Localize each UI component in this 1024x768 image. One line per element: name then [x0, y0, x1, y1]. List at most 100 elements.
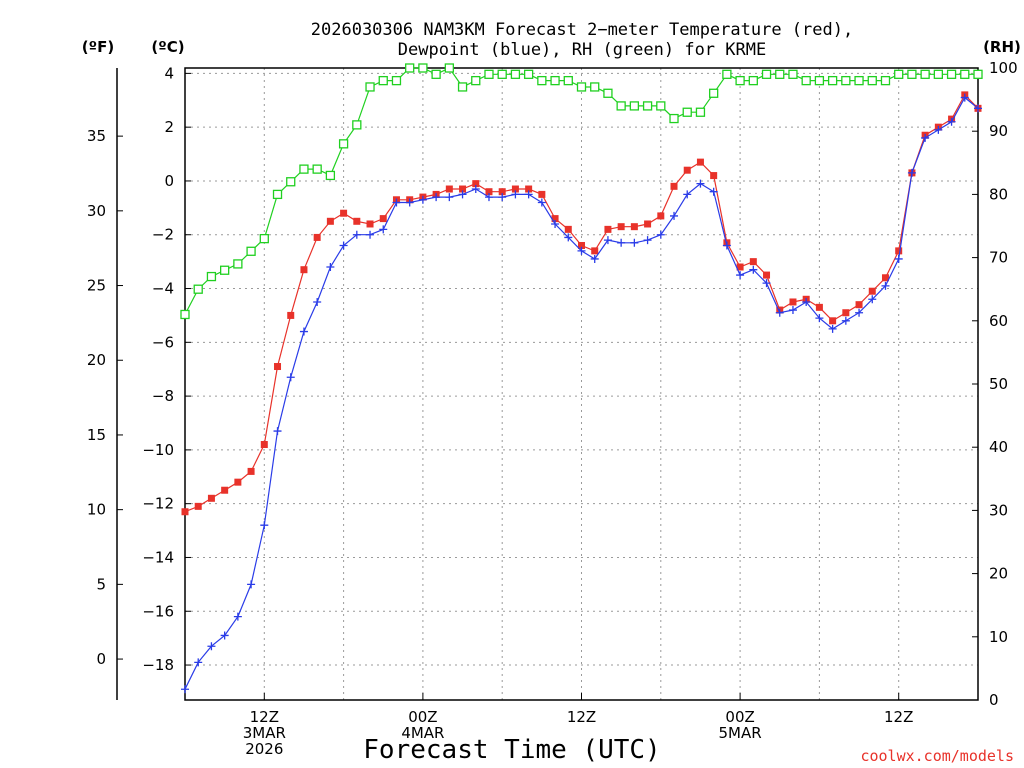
- time-tick-label: 2026: [245, 740, 283, 758]
- celsius-tick-label: −8: [152, 387, 174, 405]
- time-tick-label: 00Z: [408, 708, 437, 726]
- temperature-point: [578, 241, 585, 249]
- dewpoint-point: [194, 658, 203, 667]
- temperature-point: [247, 467, 255, 475]
- relative-humidity-point: [550, 75, 560, 86]
- time-tick-label: 3MAR: [243, 724, 286, 742]
- dewpoint-point: [392, 198, 401, 207]
- celsius-tick-label: −6: [152, 333, 174, 351]
- dewpoint-point: [445, 193, 454, 202]
- rh-tick-label: 30: [989, 501, 1008, 519]
- x-axis-label: Forecast Time (UTC): [363, 735, 660, 765]
- time-tick-label: 00Z: [725, 708, 754, 726]
- temperature-point: [511, 185, 519, 193]
- temperature-point: [564, 225, 572, 233]
- temperature-point: [379, 215, 387, 223]
- relative-humidity-point: [907, 69, 917, 79]
- data-series: [180, 63, 983, 694]
- relative-humidity-point: [960, 69, 970, 79]
- relative-humidity-point: [180, 309, 190, 320]
- dewpoint-point: [630, 238, 639, 247]
- rh-unit-label: (RH): [983, 38, 1021, 56]
- fahrenheit-tick-label: 20: [87, 351, 106, 369]
- dewpoint-point: [379, 225, 388, 234]
- temperature-point: [498, 188, 506, 196]
- dewpoint-point: [775, 308, 784, 317]
- temperature-point: [617, 223, 625, 231]
- relative-humidity-point: [894, 69, 904, 79]
- dewpoint-point: [947, 117, 956, 126]
- relative-humidity-point: [431, 69, 441, 79]
- dewpoint-series: [181, 93, 982, 694]
- dewpoint-point: [974, 104, 982, 113]
- temperature-point: [326, 217, 334, 225]
- relative-humidity-point: [365, 82, 375, 92]
- temperature-point: [591, 247, 599, 255]
- temperature-point: [749, 258, 757, 266]
- relative-humidity-series: [180, 63, 983, 320]
- dewpoint-point: [551, 219, 560, 228]
- time-tick-label: 12Z: [567, 708, 596, 726]
- relative-humidity-point: [880, 75, 891, 86]
- dewpoint-point: [855, 308, 864, 317]
- fahrenheit-tick-label: 5: [96, 575, 106, 593]
- temperature-point: [829, 317, 837, 325]
- relative-humidity-point: [682, 107, 692, 117]
- time-tick-label: 12Z: [884, 708, 913, 726]
- relative-humidity-point: [973, 69, 983, 79]
- relative-humidity-point: [603, 88, 613, 98]
- celsius-tick-label: 2: [164, 118, 174, 136]
- relative-humidity-point: [537, 75, 547, 86]
- dewpoint-point: [273, 427, 282, 436]
- dewpoint-point: [471, 185, 480, 194]
- fahrenheit-tick-label: 10: [87, 501, 106, 519]
- dewpoint-point: [815, 314, 824, 323]
- dewpoint-point: [736, 271, 745, 280]
- temperature-point: [670, 182, 678, 190]
- celsius-tick-label: 4: [164, 64, 174, 82]
- relative-humidity-point: [867, 75, 877, 86]
- dewpoint-point: [960, 93, 969, 102]
- dewpoint-point: [260, 521, 269, 530]
- relative-humidity-point: [457, 82, 468, 92]
- temperature-point: [459, 185, 467, 193]
- relative-humidity-point: [193, 284, 203, 294]
- temperature-point: [300, 266, 308, 274]
- dewpoint-point: [921, 133, 930, 142]
- rh-tick-label: 80: [989, 185, 1008, 203]
- relative-humidity-point: [669, 113, 679, 124]
- celsius-unit-label: (ºC): [151, 38, 184, 56]
- time-tick-label: 5MAR: [719, 724, 762, 742]
- temperature-point: [630, 223, 638, 231]
- relative-humidity-point: [206, 271, 217, 282]
- temperature-point: [855, 301, 863, 309]
- relative-humidity-point: [233, 259, 243, 269]
- relative-humidity-point: [616, 101, 626, 111]
- time-tick-label: 4MAR: [401, 724, 444, 742]
- temperature-point: [538, 190, 546, 198]
- dewpoint-point: [696, 179, 705, 188]
- relative-humidity-point: [471, 75, 481, 86]
- temperature-point: [644, 220, 652, 228]
- dewpoint-point: [286, 373, 295, 382]
- relative-humidity-point: [841, 75, 851, 86]
- relative-humidity-point: [946, 69, 957, 79]
- temperature-point: [234, 478, 242, 486]
- dewpoint-point: [498, 193, 507, 202]
- dewpoint-point: [749, 265, 758, 274]
- fahrenheit-axis: 0 5 10 15 20 25 30 35: [87, 127, 123, 668]
- temperature-point: [763, 271, 771, 279]
- relative-humidity-point: [338, 139, 349, 149]
- temperature-point: [340, 209, 348, 217]
- relative-humidity-point: [312, 164, 322, 174]
- dewpoint-point: [339, 241, 348, 250]
- dewpoint-point: [722, 241, 731, 250]
- rh-tick-label: 70: [989, 249, 1008, 267]
- relative-humidity-point: [219, 265, 230, 275]
- dewpoint-point: [590, 254, 599, 263]
- fahrenheit-tick-label: 30: [87, 202, 106, 220]
- relative-humidity-point: [563, 75, 573, 86]
- relative-humidity-point: [391, 75, 402, 86]
- dewpoint-point: [326, 263, 335, 272]
- dewpoint-point: [458, 190, 467, 199]
